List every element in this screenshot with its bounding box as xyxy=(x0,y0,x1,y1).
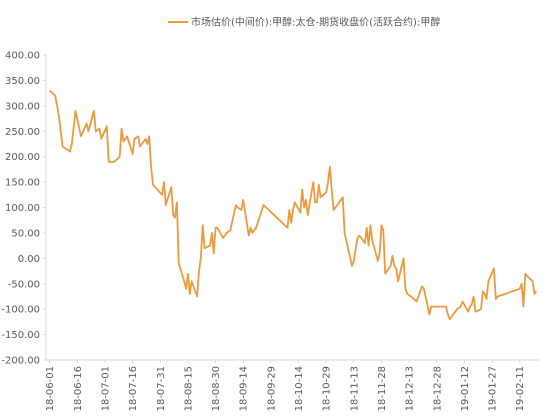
x-tick-label: 2019-02-11 xyxy=(515,366,526,412)
x-tick-label: 2018-10-29 xyxy=(322,366,333,412)
x-tick-label: 2018-09-29 xyxy=(266,366,277,412)
y-tick-label: 150.00 xyxy=(5,178,40,189)
x-tick-label: 2018-10-14 xyxy=(294,366,305,412)
y-tick-label: 300.00 xyxy=(5,101,40,112)
x-tick-label: 2018-08-30 xyxy=(211,366,222,412)
x-tick-label: 2018-12-13 xyxy=(405,366,416,412)
x-tick-label: 2018-11-28 xyxy=(377,366,388,412)
y-tick-label: -50.00 xyxy=(8,279,40,290)
series-line xyxy=(49,89,538,321)
x-tick-label: 2018-06-16 xyxy=(73,366,84,412)
x-tick-label: 2019-01-12 xyxy=(460,366,471,412)
x-tick-label: 2018-07-16 xyxy=(128,366,139,412)
x-tick-label: 2018-08-15 xyxy=(183,366,194,412)
x-tick-label: 2018-06-01 xyxy=(45,366,56,412)
y-tick-label: 200.00 xyxy=(5,152,40,163)
y-tick-label: -200.00 xyxy=(1,356,40,367)
y-tick-label: 400.00 xyxy=(5,51,40,62)
y-tick-label: -150.00 xyxy=(1,330,40,341)
y-tick-label: 350.00 xyxy=(5,76,40,87)
y-tick-label: 50.00 xyxy=(11,228,40,239)
x-tick-label: 2019-01-27 xyxy=(488,366,499,412)
x-tick-label: 2018-07-01 xyxy=(100,366,111,412)
x-tick-label: 2018-07-31 xyxy=(156,366,167,412)
y-tick-label: 100.00 xyxy=(5,203,40,214)
legend-label: 市场估价(中间价):甲醇:太仓-期货收盘价(活跃合约):甲醇 xyxy=(191,16,440,29)
x-tick-label: 2018-09-14 xyxy=(239,366,250,412)
y-tick-label: -100.00 xyxy=(1,305,40,316)
x-tick-label: 2018-12-28 xyxy=(432,366,443,412)
y-tick-label: 0.00 xyxy=(18,254,40,265)
y-tick-label: 250.00 xyxy=(5,127,40,138)
x-tick-label: 2018-11-13 xyxy=(349,366,360,412)
